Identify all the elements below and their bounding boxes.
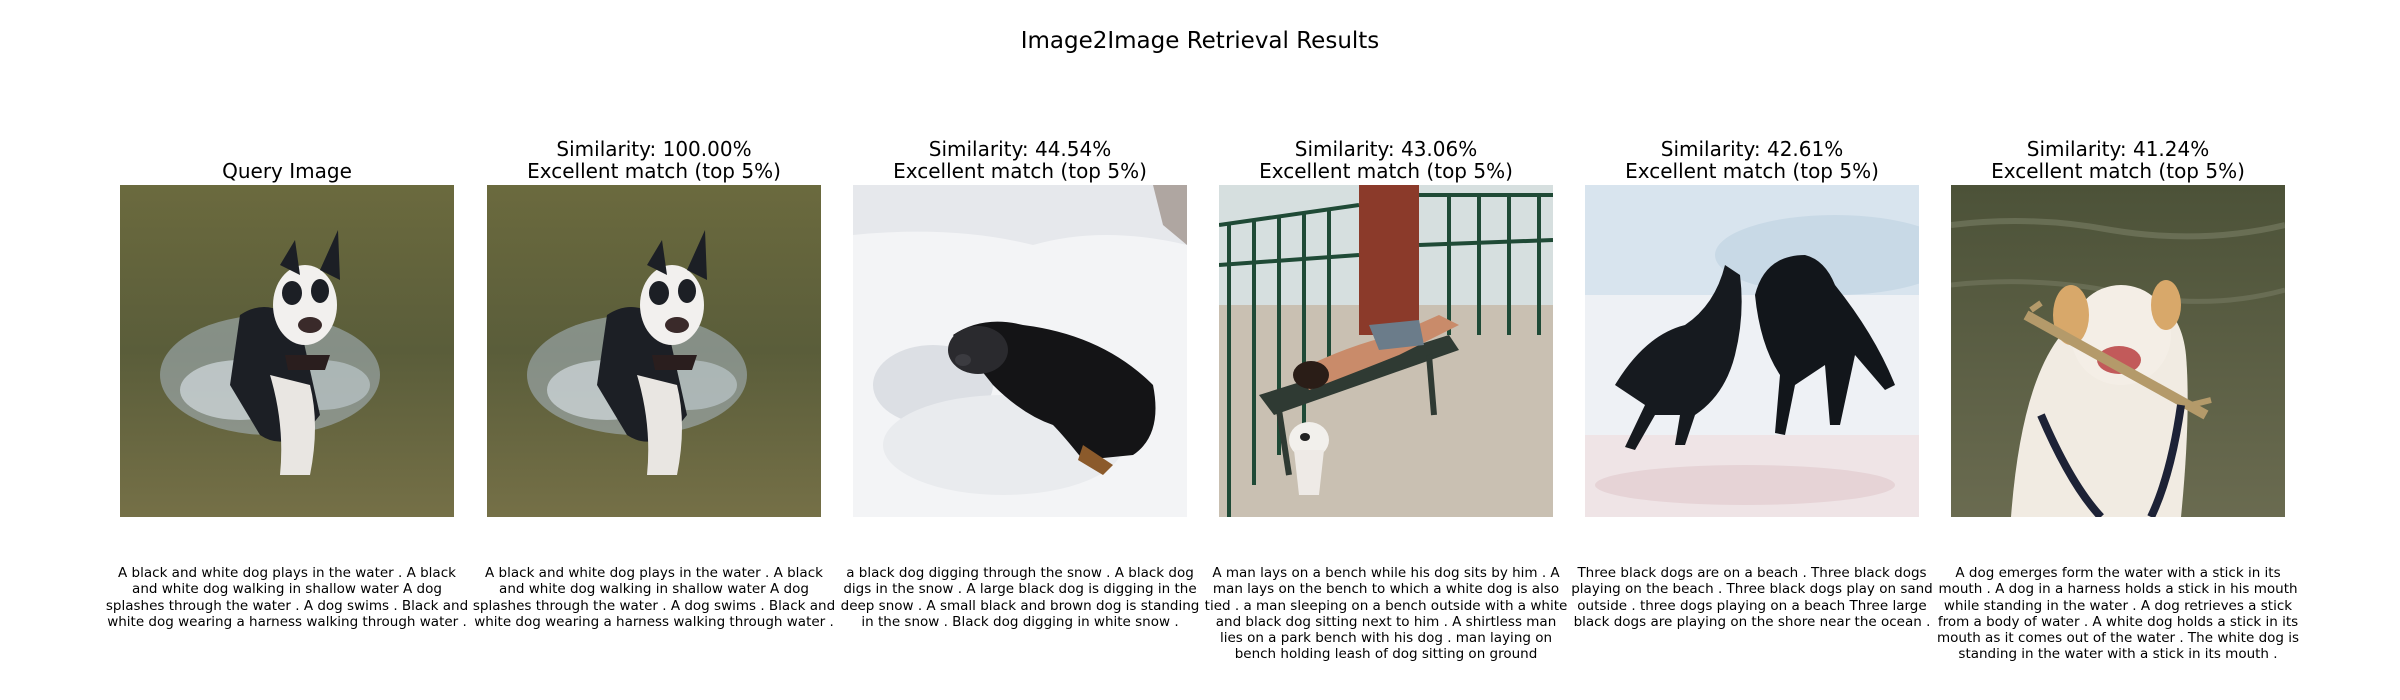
query-panel: Query Image A black and white dog plays … xyxy=(106,0,468,700)
panel-title: Similarity: 44.54% Excellent match (top … xyxy=(813,138,1227,182)
result-panel-4: Similarity: 42.61% Excellent match (top … xyxy=(1571,0,1933,700)
panel-title: Query Image xyxy=(80,160,494,182)
panel-title: Similarity: 42.61% Excellent match (top … xyxy=(1545,138,1959,182)
caption: A man lays on a bench while his dog sits… xyxy=(1204,565,1568,663)
match-label: Excellent match (top 5%) xyxy=(1991,159,2245,183)
match-label: Excellent match (top 5%) xyxy=(527,159,781,183)
dogs-on-beach-image xyxy=(1585,185,1919,517)
dog-in-snow-image xyxy=(853,185,1187,517)
result-panel-1: Similarity: 100.00% Excellent match (top… xyxy=(473,0,835,700)
match-label: Query Image xyxy=(222,159,352,183)
caption: A black and white dog plays in the water… xyxy=(472,565,836,630)
match-label: Excellent match (top 5%) xyxy=(893,159,1147,183)
dog-in-water-image xyxy=(120,185,454,517)
dog-in-water-image xyxy=(487,185,821,517)
panel-title: Similarity: 100.00% Excellent match (top… xyxy=(447,138,861,182)
match-label: Excellent match (top 5%) xyxy=(1625,159,1879,183)
caption: A dog emerges form the water with a stic… xyxy=(1936,565,2300,663)
dog-with-stick-image xyxy=(1951,185,2285,517)
panel-title: Similarity: 43.06% Excellent match (top … xyxy=(1179,138,1593,182)
result-panel-5: Similarity: 41.24% Excellent match (top … xyxy=(1937,0,2299,700)
match-label: Excellent match (top 5%) xyxy=(1259,159,1513,183)
result-panel-3: Similarity: 43.06% Excellent match (top … xyxy=(1205,0,1568,700)
similarity-label: Similarity: 42.61% xyxy=(1660,137,1844,161)
similarity-label: Similarity: 43.06% xyxy=(1294,137,1478,161)
similarity-label: Similarity: 41.24% xyxy=(2026,137,2210,161)
result-panel-2: Similarity: 44.54% Excellent match (top … xyxy=(841,0,1200,700)
caption: a black dog digging through the snow . A… xyxy=(840,565,1200,630)
figure-title: Image2Image Retrieval Results xyxy=(1020,28,1380,54)
caption: A black and white dog plays in the water… xyxy=(105,565,469,630)
panel-title: Similarity: 41.24% Excellent match (top … xyxy=(1911,138,2325,182)
caption: Three black dogs are on a beach . Three … xyxy=(1571,565,1933,630)
similarity-label: Similarity: 44.54% xyxy=(928,137,1112,161)
man-on-bench-image xyxy=(1219,185,1553,517)
similarity-label: Similarity: 100.00% xyxy=(556,137,752,161)
